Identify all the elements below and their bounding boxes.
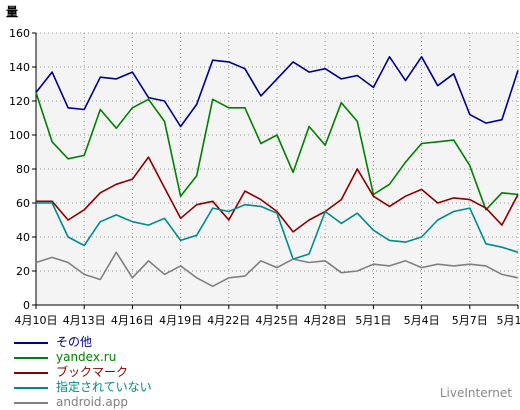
x-tick-label: 4月28日 — [304, 314, 347, 327]
legend-item: android.app — [14, 395, 152, 410]
y-tick-label: 100 — [9, 129, 30, 142]
legend-label: ブックマーク — [56, 365, 128, 380]
x-tick-label: 4月16日 — [111, 314, 154, 327]
x-tick-label: 4月13日 — [63, 314, 106, 327]
x-tick-label: 5月10日 — [497, 314, 520, 327]
y-tick-label: 20 — [16, 265, 30, 278]
legend-label: android.app — [56, 395, 128, 410]
y-ticks: 0 20 40 60 80 100 120 140 160 — [9, 27, 36, 312]
y-tick-label: 80 — [16, 163, 30, 176]
credit-label: LiveInternet — [440, 386, 512, 400]
x-tick-label: 5月1日 — [355, 314, 391, 327]
legend-swatch — [14, 402, 48, 404]
x-tick-label: 4月19日 — [159, 314, 202, 327]
legend-swatch — [14, 372, 48, 374]
x-tick-label: 5月4日 — [404, 314, 440, 327]
legend-label: その他 — [56, 335, 92, 350]
y-tick-label: 120 — [9, 95, 30, 108]
y-tick-label: 60 — [16, 197, 30, 210]
legend-swatch — [14, 342, 48, 344]
legend-item: yandex.ru — [14, 350, 152, 365]
y-tick-label: 0 — [23, 299, 30, 312]
legend-label: yandex.ru — [56, 350, 116, 365]
legend-swatch — [14, 357, 48, 359]
x-ticks: 4月10日 4月13日 4月16日 4月19日 4月22日 4月25日 4月28日 5月1日 5… — [15, 305, 520, 327]
legend-item: その他 — [14, 335, 152, 350]
x-tick-label: 4月22日 — [207, 314, 250, 327]
y-tick-label: 140 — [9, 61, 30, 74]
legend-label: 指定されていない — [56, 380, 152, 395]
x-tick-label: 5月7日 — [452, 314, 488, 327]
x-tick-label: 4月10日 — [15, 314, 58, 327]
y-axis-label: 量 — [6, 5, 18, 19]
y-tick-label: 40 — [16, 231, 30, 244]
legend-item: 指定されていない — [14, 380, 152, 395]
y-tick-label: 160 — [9, 27, 30, 40]
legend-item: ブックマーク — [14, 365, 152, 380]
x-tick-label: 4月25日 — [256, 314, 299, 327]
legend-swatch — [14, 387, 48, 389]
